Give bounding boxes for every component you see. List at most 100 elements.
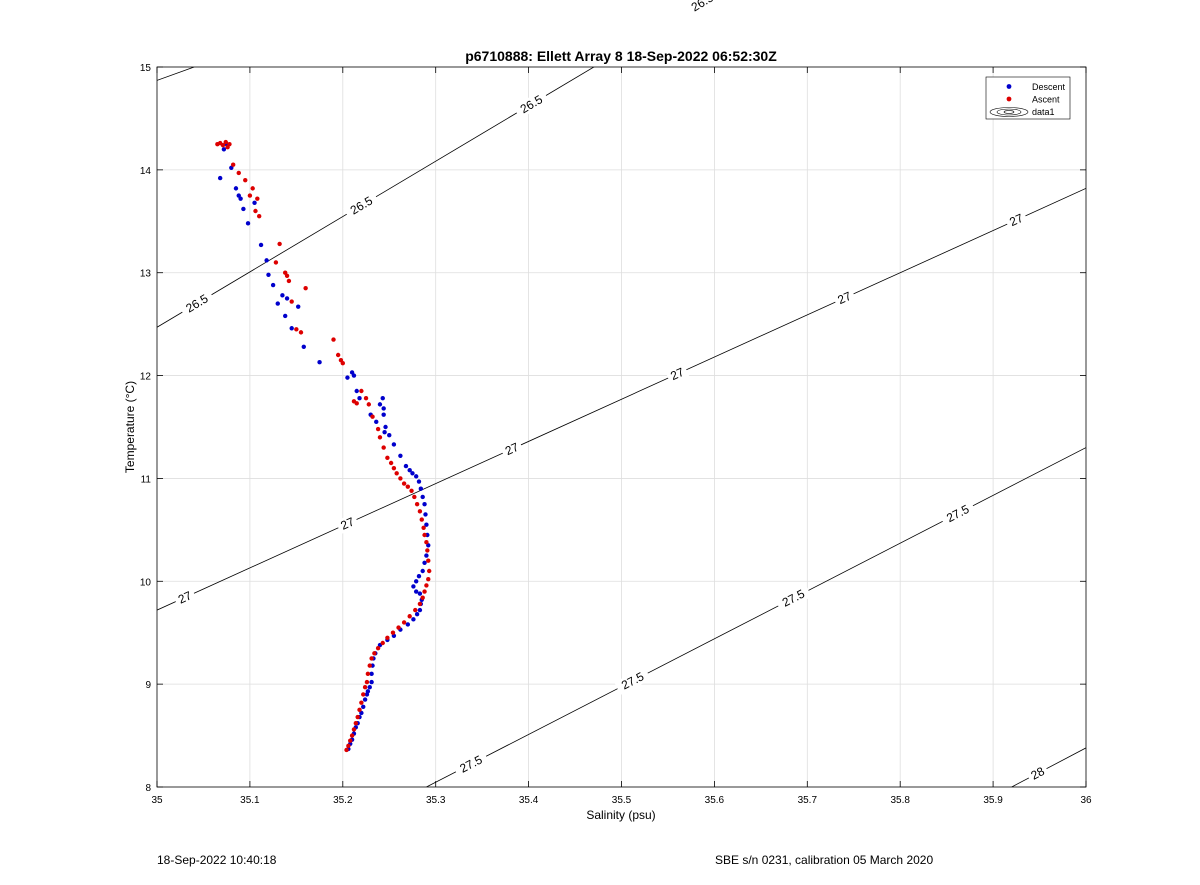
data-point-descent (238, 196, 243, 201)
contour-label-text: 27 (835, 289, 853, 307)
data-point-ascent (289, 299, 294, 304)
data-point-ascent (401, 481, 407, 486)
data-point-ascent (417, 509, 423, 514)
contour-label-bg (684, 0, 721, 18)
footer-calibration: SBE s/n 0231, calibration 05 March 2020 (715, 853, 934, 867)
data-point-descent (369, 671, 374, 677)
data-point-descent (403, 463, 409, 469)
data-point-descent (417, 591, 423, 596)
data-point-descent (351, 373, 357, 378)
data-point-ascent (277, 241, 282, 247)
y-tick-label: 14 (140, 166, 152, 177)
data-point-descent (381, 406, 386, 411)
y-axis-ticks: 8 9 10 11 12 13 14 15 (140, 63, 1086, 794)
data-point-descent (270, 282, 276, 288)
y-tick-label: 9 (145, 680, 151, 691)
contour-label-text: 27 (176, 588, 194, 606)
data-point-descent (422, 501, 427, 507)
data-point-ascent (372, 651, 377, 656)
contour-label-bg (939, 499, 977, 528)
data-point-ascent (303, 285, 308, 291)
data-point-ascent (381, 445, 386, 450)
data-point-descent (284, 296, 290, 301)
data-point-descent (354, 388, 359, 394)
y-tick-label: 13 (140, 269, 152, 280)
data-point-ascent (401, 620, 407, 625)
contour-label-bg (335, 513, 360, 535)
y-tick-label: 8 (145, 783, 151, 794)
data-point-descent (416, 573, 422, 579)
data-point-ascent (335, 352, 341, 358)
data-point-ascent (340, 361, 345, 366)
data-point-descent (380, 396, 385, 401)
data-point-ascent (424, 540, 429, 545)
data-point-descent (374, 419, 379, 425)
data-point-descent (361, 704, 366, 709)
data-point-descent (345, 375, 350, 380)
contour-label-bg (172, 586, 197, 608)
data-point-ascent (236, 170, 241, 176)
data-point-ascent (230, 162, 236, 167)
data-point-descent (391, 442, 397, 447)
x-tick-label: 35.6 (705, 795, 725, 806)
data-point-ascent (273, 260, 279, 265)
data-point-descent (420, 494, 425, 500)
data-point-ascent (357, 707, 362, 713)
data-point-ascent (286, 278, 292, 284)
contour-label-bg (665, 363, 690, 385)
y-tick-label: 11 (141, 474, 152, 485)
contour-line (157, 188, 1086, 611)
data-point-descent (258, 242, 264, 248)
contour-label: 28 (1025, 762, 1050, 785)
contour-label-bg (832, 287, 857, 309)
data-point-ascent (220, 142, 226, 148)
series-descent (217, 141, 431, 752)
data-point-ascent (419, 517, 424, 522)
data-point-ascent (243, 177, 248, 183)
data-point-ascent (425, 548, 430, 553)
data-point-descent (413, 579, 419, 584)
data-point-ascent (414, 501, 420, 507)
data-point-descent (217, 175, 223, 181)
data-point-descent (410, 471, 415, 476)
data-point-descent (405, 622, 411, 627)
data-point-descent (367, 685, 372, 690)
data-point-ascent (255, 196, 260, 201)
x-tick-label: 36 (1080, 795, 1092, 806)
contour-label: 27 (172, 586, 197, 608)
contour-label: 27 (335, 513, 360, 535)
y-tick-label: 15 (140, 63, 152, 74)
data-point-ascent (354, 401, 359, 406)
data-point-ascent (422, 589, 427, 594)
contour-label-bg (1025, 762, 1050, 785)
data-point-descent (424, 553, 429, 558)
contour-label-bg (452, 750, 490, 779)
data-point-ascent (412, 494, 417, 500)
contour-labels: 26.526.526.526.527272727272727.527.527.5… (172, 0, 1050, 785)
data-point-ascent (375, 426, 381, 432)
data-point-descent (221, 147, 227, 152)
y-axis-label: Temperature (°C) (123, 381, 137, 473)
legend: Descent Ascent data1 (985, 76, 1071, 120)
data-point-ascent (413, 607, 418, 613)
data-point-ascent (388, 460, 394, 466)
contour-label-bg (1004, 209, 1029, 231)
data-point-descent (381, 412, 386, 417)
data-point-ascent (331, 337, 336, 342)
x-tick-label: 35.8 (890, 795, 910, 806)
data-point-ascent (359, 388, 364, 394)
data-point-ascent (385, 635, 390, 641)
data-point-ascent (346, 743, 351, 749)
x-axis-ticks: 35 35.1 35.2 35.3 35.4 35.5 35.6 35.7 35.8 35.9 36 (151, 67, 1092, 806)
data-point-descent (264, 258, 269, 263)
data-point-descent (413, 589, 419, 594)
data-point-ascent (420, 595, 425, 600)
data-point-ascent (348, 738, 353, 743)
data-point-ascent (361, 692, 366, 697)
contour-label-text: 28 (1029, 764, 1048, 783)
data-point-descent (233, 186, 239, 191)
data-point-descent (398, 453, 403, 458)
density-contours (157, 67, 1086, 787)
series-ascent (215, 139, 432, 753)
